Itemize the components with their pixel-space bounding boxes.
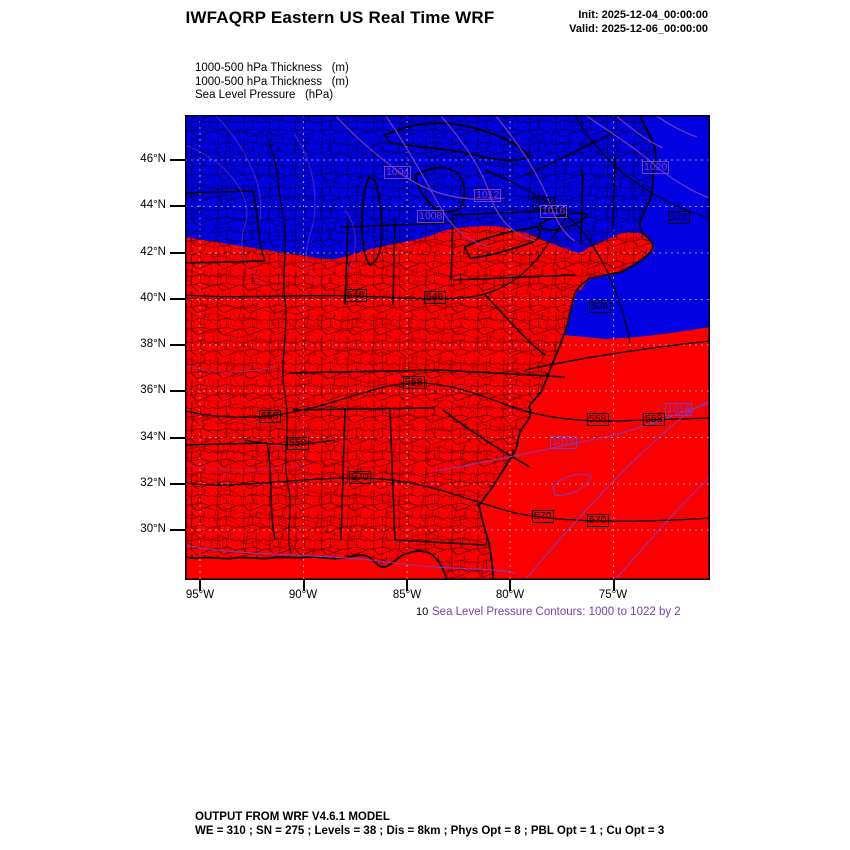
thickness-contour-label: 558 [287, 437, 309, 450]
thickness-contour-label: 570 [587, 514, 609, 527]
map-canvas [185, 115, 710, 580]
slp-contour-label: 1016 [550, 436, 578, 449]
slp-contours [185, 115, 710, 580]
lat-tick-label: 34°N [140, 431, 166, 443]
thickness-contour-label: 558 [259, 410, 281, 423]
slp-contour-label: 1016 [540, 205, 568, 218]
weather-map: 522 534 534 546 546 558 558 558 558 558 … [185, 115, 710, 580]
thickness-contour-label: 558 [403, 376, 425, 389]
lat-tick-label: 32°N [140, 477, 166, 489]
lat-tick [170, 390, 185, 392]
thickness-contour-label: 546 [424, 291, 446, 304]
lon-tick [509, 580, 511, 591]
lat-tick [170, 159, 185, 161]
slp-contour-label: 1020 [642, 161, 670, 174]
thickness-contour-label: 534 [589, 300, 611, 313]
slp-contour-label: 1016 [665, 403, 693, 416]
state-boundaries [185, 132, 616, 554]
lon-tick-label: 75°W [598, 589, 628, 601]
run-timestamps: Init: 2025-12-04_00:00:00 Valid: 2025-12… [480, 9, 708, 36]
lat-tick-label: 44°N [140, 199, 166, 211]
slp-contour-label: 1012 [474, 189, 502, 202]
lat-tick [170, 205, 185, 207]
lat-tick-label: 40°N [140, 292, 166, 304]
footer-config-line: WE = 310 ; SN = 275 ; Levels = 38 ; Dis … [195, 825, 665, 837]
lat-tick [170, 529, 185, 531]
model-footer: OUTPUT FROM WRF V4.6.1 MODEL WE = 310 ; … [195, 810, 664, 838]
page-title: IWFAQRP Eastern US Real Time WRF [185, 8, 495, 27]
lon-tick-label: 80°W [495, 589, 525, 601]
thickness-contour-label: 546 [345, 289, 367, 302]
slp-contour-label: 1008 [417, 210, 445, 223]
lat-tick [170, 483, 185, 485]
init-timestamp: Init: 2025-12-04_00:00:00 [578, 9, 708, 21]
legend-line-thickness-2: 1000-500 hPa Thickness (m) [195, 75, 349, 88]
lon-tick-label: 85°W [392, 589, 422, 601]
lat-tick [170, 252, 185, 254]
lat-tick-label: 42°N [140, 246, 166, 258]
thickness-contour-label: 570 [532, 510, 554, 523]
lon-tick-label: 90°W [288, 589, 318, 601]
thickness-contour-label: 534 [533, 197, 555, 210]
lat-tick-label: 38°N [140, 338, 166, 350]
thickness-contour-label: 522 [668, 211, 690, 224]
map-frame [185, 115, 710, 580]
lat-tick [170, 437, 185, 439]
lat-tick-label: 46°N [140, 153, 166, 165]
thickness-contours [185, 115, 710, 522]
lon-tick [199, 580, 201, 591]
legend-line-thickness-1: 1000-500 hPa Thickness (m) [195, 62, 349, 74]
lat-tick-label: 36°N [140, 384, 166, 396]
lat-tick [170, 298, 185, 300]
lon-tick-label: 95°W [185, 589, 215, 601]
thickness-contour-label: 558 [587, 413, 609, 426]
slp-contour-caption: Sea Level Pressure Contours: 1000 to 102… [432, 606, 681, 618]
lat-tick [170, 344, 185, 346]
lat-tick-label: 30°N [140, 523, 166, 535]
legend-line-slp: Sea Level Pressure (hPa) [195, 89, 334, 101]
field-legend: 1000-500 hPa Thickness (m) 1000-500 hPa … [195, 62, 349, 103]
lon-tick [406, 580, 408, 591]
thickness-contour-label: 570 [349, 471, 371, 484]
caption-prefix: 10 [416, 606, 429, 618]
great-lakes [361, 122, 589, 267]
slp-contour-label: 1004 [384, 166, 412, 179]
thickness-contour-label: 558 [643, 413, 665, 426]
valid-timestamp: Valid: 2025-12-06_00:00:00 [569, 22, 708, 35]
lon-tick [303, 580, 305, 591]
lon-tick [613, 580, 615, 591]
footer-model-line: OUTPUT FROM WRF V4.6.1 MODEL [195, 811, 390, 823]
